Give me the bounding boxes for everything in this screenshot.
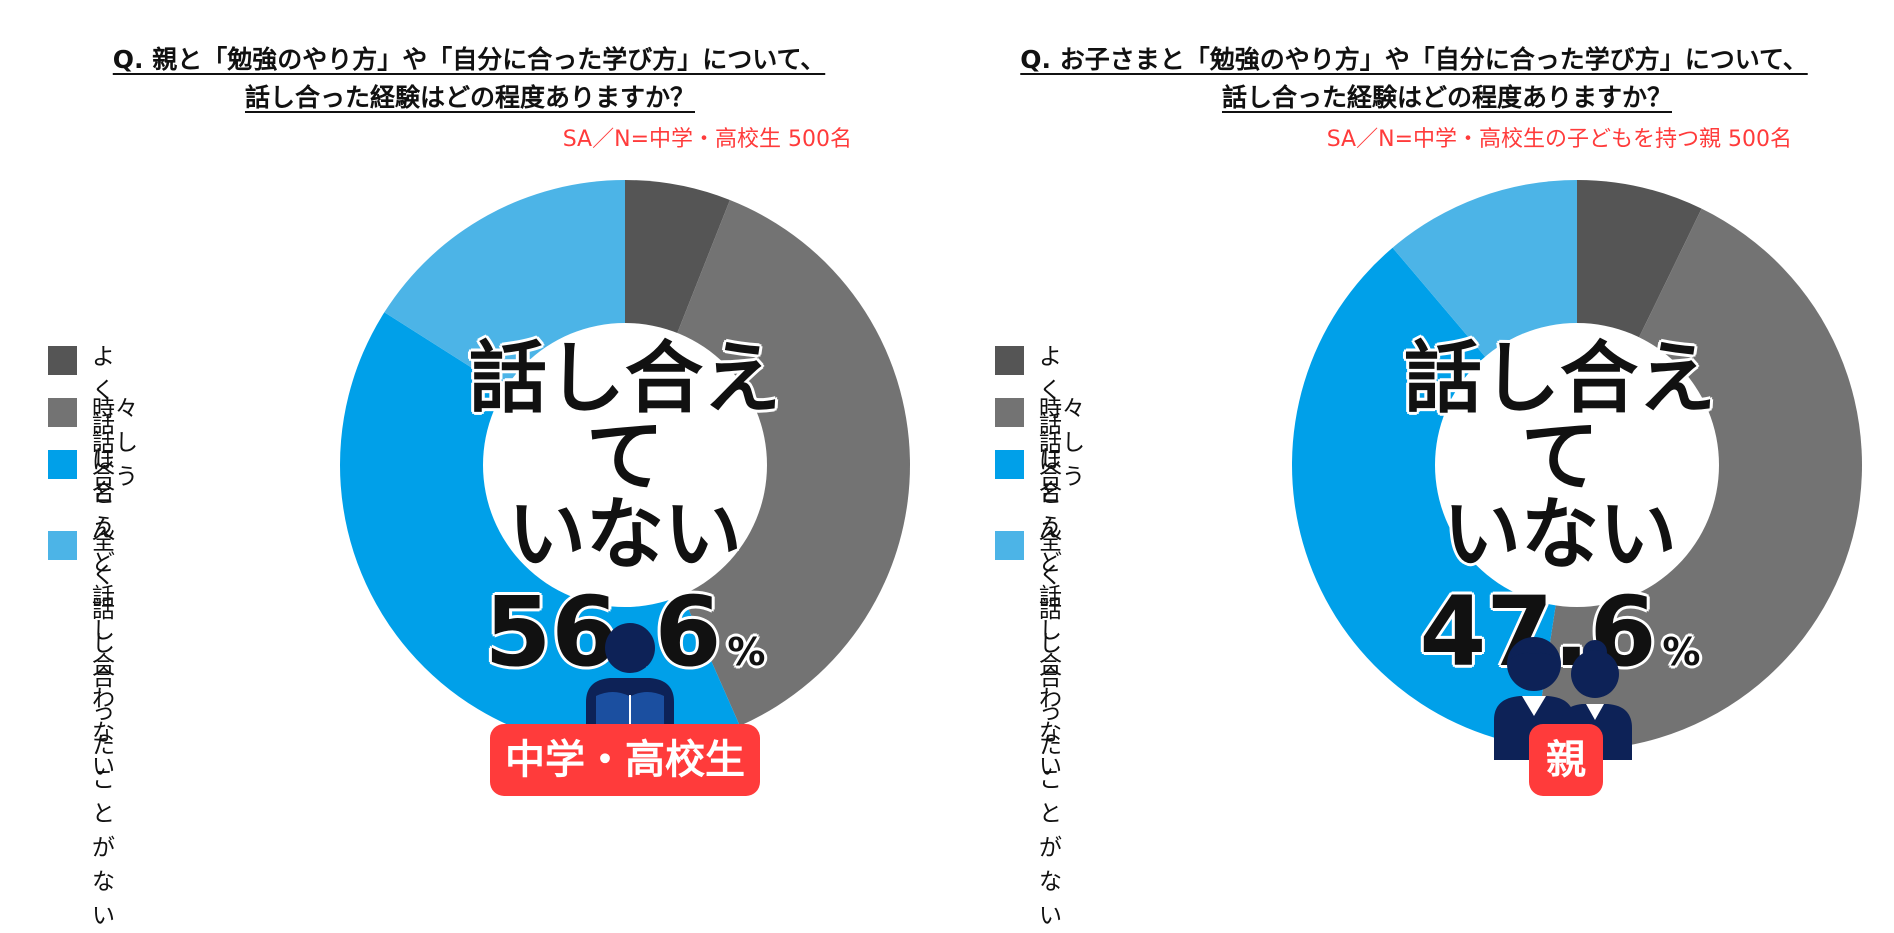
respondent-badge: 中学・高校生 [490,724,760,796]
legend-swatch [995,531,1024,560]
respondent-badge: 親 [1529,724,1603,796]
question-title-line1: Q. お子さまと「勉強のやり方」や「自分に合った学び方」について、 [1020,45,1808,74]
center-unit: % [727,630,766,674]
donut-hole [1435,323,1719,607]
panel-students: Q. 親と「勉強のやり方」や「自分に合った学び方」について、 話し合った経験はど… [0,0,947,929]
question-title-line1: Q. 親と「勉強のやり方」や「自分に合った学び方」について、 [112,45,826,74]
legend-label: 時々話し合う [1039,396,1085,490]
legend-label: 時々話し合う [92,396,138,490]
legend-swatch [995,398,1024,427]
slice-rarely [1292,247,1577,747]
legend-label: ほとんど 話し合わない [1039,448,1062,780]
sample-note: SA／N=中学・高校生の子どもを持つ親 500名 [1326,127,1792,152]
legend-swatch [995,450,1024,479]
legend-swatch [48,346,77,375]
donut-chart-parents [1292,180,1862,751]
center-label: 話し合えて いない [468,334,781,580]
center-unit: % [1662,630,1701,674]
donut-hole [483,323,767,607]
legend-swatch [48,450,77,479]
panel-parents: Q. お子さまと「勉強のやり方」や「自分に合った学び方」について、 話し合った経… [947,0,1894,929]
center-summary: 話し合えて いない 47.6% [1375,340,1745,700]
question-title-line2: 話し合った経験はどの程度ありますか？ [1221,83,1672,112]
legend-swatch [48,531,77,560]
legend-swatch [48,398,77,427]
center-percent: 56.6% [440,584,810,700]
question-title-line2: 話し合った経験はどの程度ありますか？ [244,83,695,112]
center-value: 56.6 [484,576,722,688]
legend-label: ほとんど 話し合わない [92,448,115,780]
legend-swatch [995,346,1024,375]
legend-label: よく話し合う [1039,344,1062,540]
center-label: 話し合えて いない [1403,334,1716,580]
center-summary: 話し合えて いない 56.6% [440,340,810,700]
sample-note: SA／N=中学・高校生 500名 [562,127,852,152]
student-reading-icon [586,623,674,732]
slice-sometimes [625,200,911,726]
legend-label: よく話し合う [92,344,115,540]
